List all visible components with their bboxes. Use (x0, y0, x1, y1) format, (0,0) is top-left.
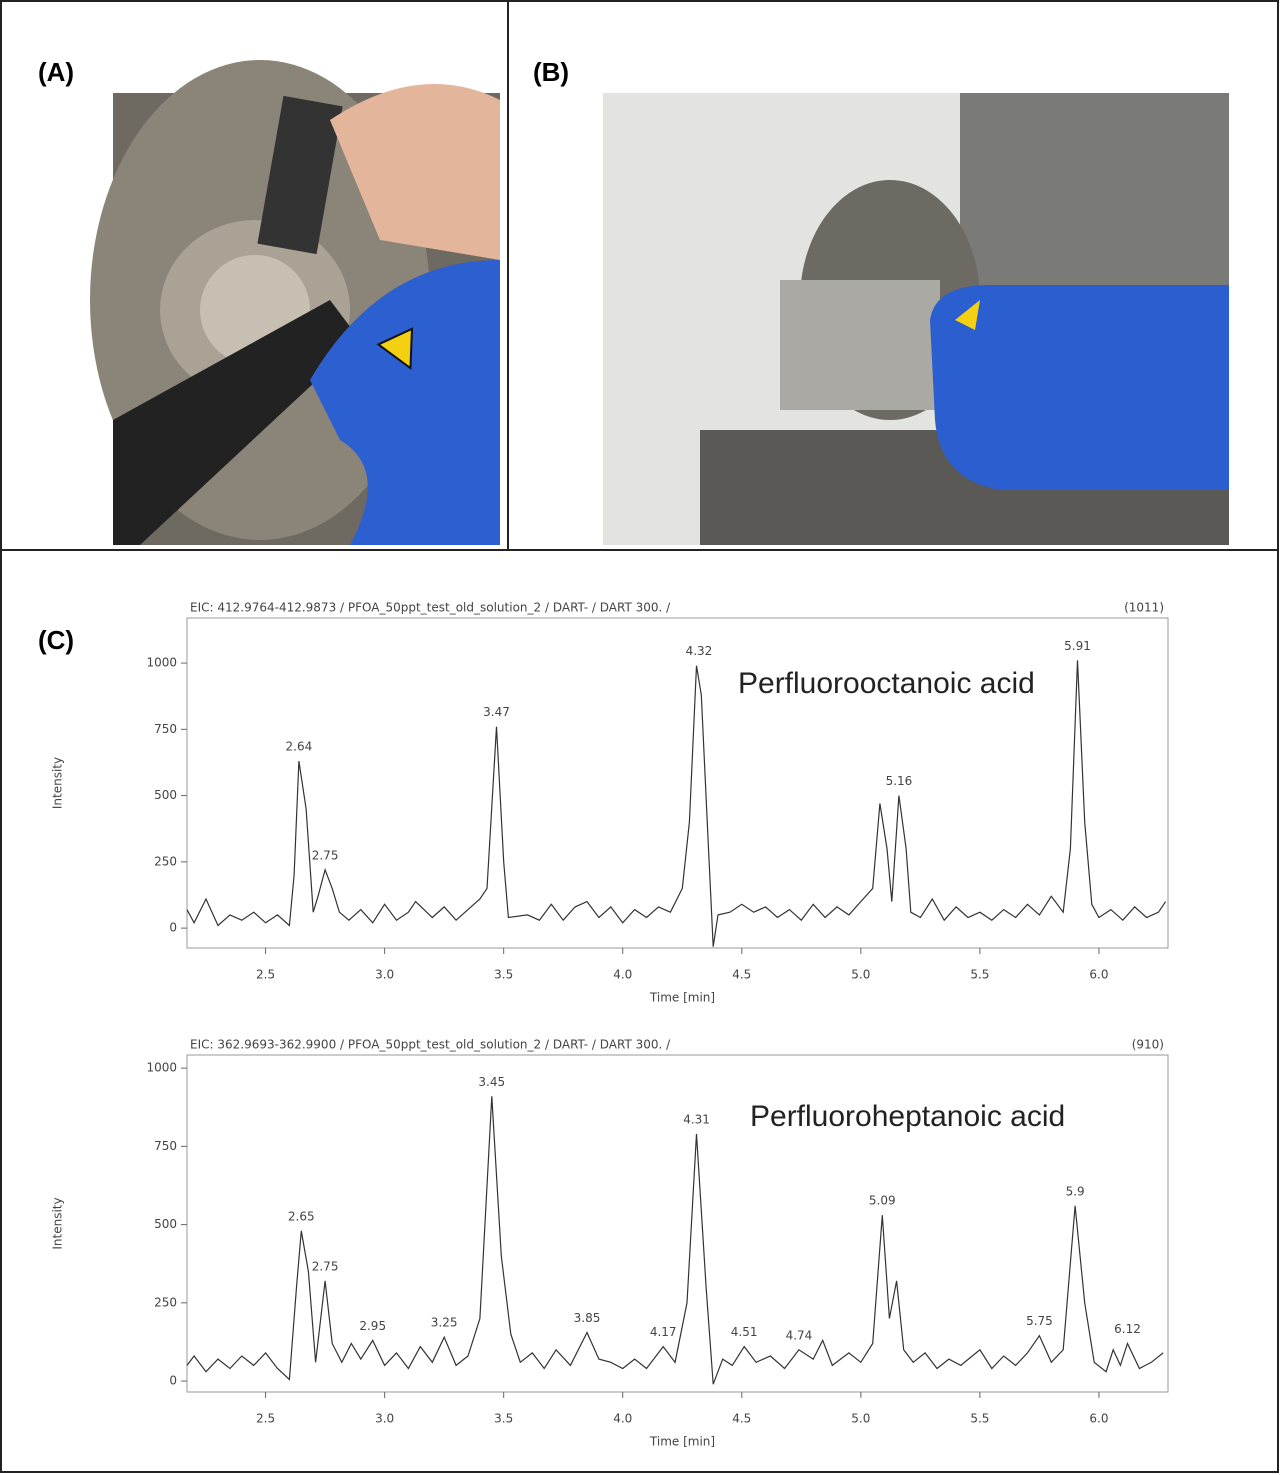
peak-label: 5.16 (886, 774, 913, 788)
y-tick-label: 750 (154, 722, 177, 736)
x-axis-label: Time [min] (649, 991, 715, 1005)
y-tick-label: 500 (154, 788, 177, 802)
x-tick-label: 2.5 (256, 968, 275, 982)
peak-label: 3.45 (478, 1075, 505, 1089)
y-tick-label: 750 (154, 1139, 177, 1153)
y-tick-label: 0 (169, 1374, 177, 1388)
x-tick-label: 4.0 (613, 1412, 632, 1426)
y-tick-label: 250 (154, 854, 177, 868)
peak-label: 5.9 (1066, 1184, 1085, 1198)
max-label: (910) (1132, 1038, 1164, 1052)
peak-label: 4.17 (650, 1325, 677, 1339)
line-series (186, 660, 1167, 947)
x-tick-label: 5.0 (851, 1412, 870, 1426)
y-axis-label: Intensity (51, 757, 65, 809)
x-axis-label: Time [min] (649, 1435, 715, 1449)
y-tick-label: 1000 (146, 1061, 177, 1075)
line-series (186, 1096, 1164, 1385)
peak-label: 2.95 (359, 1319, 386, 1333)
peak-label: 5.91 (1064, 639, 1091, 653)
peak-label: 4.51 (731, 1325, 758, 1339)
x-tick-label: 5.5 (970, 968, 989, 982)
x-tick-label: 2.5 (256, 1412, 275, 1426)
chart-title: EIC: 412.9764-412.9873 / PFOA_50ppt_test… (190, 601, 671, 615)
y-axis-label: Intensity (51, 1197, 65, 1249)
peak-label: 5.75 (1026, 1314, 1053, 1328)
x-tick-label: 3.5 (494, 1412, 513, 1426)
x-tick-label: 3.0 (375, 968, 394, 982)
y-tick-label: 1000 (146, 656, 177, 670)
x-tick-label: 5.0 (851, 968, 870, 982)
x-tick-label: 3.0 (375, 1412, 394, 1426)
x-tick-label: 6.0 (1089, 1412, 1108, 1426)
x-tick-label: 3.5 (494, 968, 513, 982)
peak-label: 3.85 (574, 1311, 601, 1325)
peak-label: 2.75 (312, 848, 339, 862)
peak-label: 4.74 (786, 1328, 813, 1342)
chart-title: EIC: 362.9693-362.9900 / PFOA_50ppt_test… (190, 1038, 671, 1052)
x-tick-label: 5.5 (970, 1412, 989, 1426)
photo-a (90, 60, 500, 545)
peak-label: 4.32 (686, 644, 713, 658)
peak-label: 3.47 (483, 705, 510, 719)
annotation: Perfluorooctanoic acid (738, 667, 1035, 700)
peak-label: 2.75 (312, 1259, 339, 1273)
y-tick-label: 0 (169, 921, 177, 935)
plot-frame (186, 1054, 1169, 1393)
panel-label: (A) (38, 57, 74, 87)
panel-label: (C) (38, 625, 74, 655)
peak-label: 3.25 (431, 1316, 458, 1330)
photo-b (603, 93, 1229, 545)
plot-frame (186, 617, 1169, 949)
x-tick-label: 6.0 (1089, 968, 1108, 982)
peak-label: 2.65 (288, 1209, 315, 1223)
x-tick-label: 4.5 (732, 1412, 751, 1426)
annotation: Perfluoroheptanoic acid (750, 1100, 1065, 1133)
peak-label: 6.12 (1114, 1322, 1141, 1336)
y-tick-label: 500 (154, 1217, 177, 1231)
x-tick-label: 4.5 (732, 968, 751, 982)
max-label: (1011) (1124, 601, 1164, 615)
panel-label: (B) (533, 57, 569, 87)
peak-label: 5.09 (869, 1194, 896, 1208)
peak-label: 4.31 (683, 1112, 710, 1126)
peak-label: 2.64 (286, 740, 313, 754)
y-tick-label: 250 (154, 1295, 177, 1309)
x-tick-label: 4.0 (613, 968, 632, 982)
